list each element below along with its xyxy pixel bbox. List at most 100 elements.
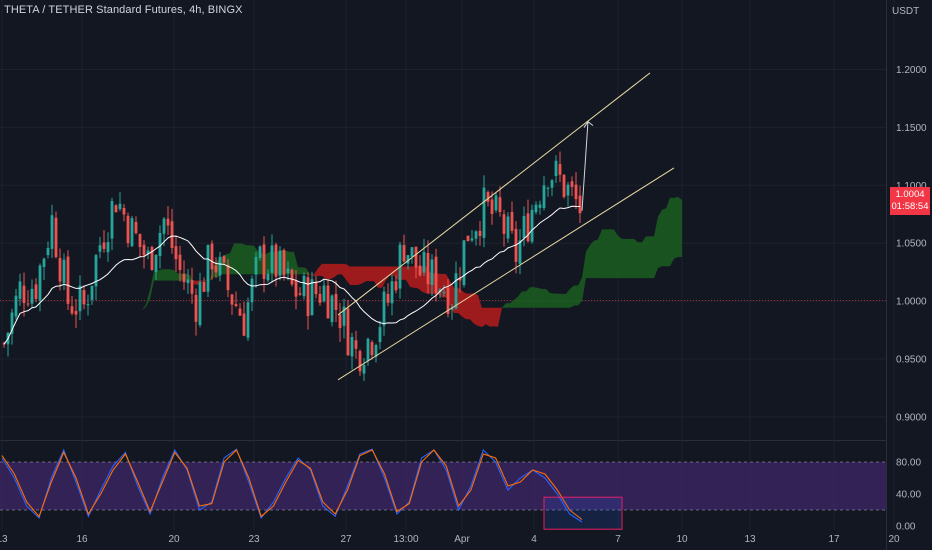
- candle-body: [62, 259, 66, 284]
- time-tick-label: 13: [0, 534, 8, 545]
- candle-body: [474, 231, 478, 239]
- currency-label: USDT: [892, 6, 920, 17]
- candle-body: [230, 294, 234, 305]
- cloud-segment: [234, 243, 238, 275]
- stoch-tick-label: 80.00: [896, 458, 921, 469]
- candle-body: [186, 279, 190, 284]
- cloud-segment: [630, 238, 634, 279]
- candle-body: [178, 254, 182, 271]
- candle-body: [310, 279, 314, 316]
- cloud-segment: [342, 263, 346, 280]
- candle-body: [134, 221, 138, 234]
- candle-body: [206, 245, 210, 292]
- cloud-segment: [422, 266, 426, 294]
- cloud-segment: [534, 287, 538, 308]
- cloud-segment: [322, 263, 326, 279]
- candle-body: [386, 293, 390, 303]
- candle-body: [358, 351, 362, 372]
- cloud-segment: [574, 285, 578, 306]
- candle-body: [198, 282, 202, 326]
- candle-body: [246, 302, 250, 338]
- stoch-band: [0, 462, 886, 510]
- candle-body: [546, 187, 550, 189]
- cloud-segment: [158, 269, 162, 281]
- cloud-segment: [678, 196, 682, 257]
- candle-body: [46, 248, 50, 256]
- candle-body: [338, 314, 342, 329]
- candle-body: [326, 285, 330, 319]
- candle-body: [210, 243, 214, 270]
- candle-body: [378, 327, 382, 343]
- cloud-segment: [598, 229, 602, 279]
- bar-countdown: 01:58:54: [891, 201, 929, 212]
- candle-body: [390, 281, 394, 304]
- ascending-channel[interactable]: [337, 72, 675, 381]
- candle-body: [434, 256, 438, 294]
- cloud-segment: [654, 216, 658, 279]
- axis-divider: [886, 0, 887, 550]
- candle-body: [50, 215, 54, 249]
- candle-body: [298, 293, 302, 295]
- cloud-segment: [402, 266, 406, 280]
- cloud-segment: [366, 266, 370, 282]
- candle-body: [234, 304, 238, 306]
- candle-body: [322, 285, 326, 302]
- cloud-segment: [170, 269, 174, 281]
- candle-body: [334, 293, 338, 310]
- cloud-segment: [582, 251, 586, 302]
- price-tick-label: 1.2000: [896, 65, 927, 76]
- cloud-segment: [622, 238, 626, 279]
- projection-arrow-head: [583, 120, 594, 128]
- cloud-segment: [138, 309, 142, 315]
- cloud-segment: [410, 266, 414, 288]
- symbol-title[interactable]: THETA / TETHER Standard Futures, 4h, BIN…: [4, 4, 243, 16]
- candle-body: [166, 218, 170, 226]
- candle-body: [270, 245, 274, 273]
- candle-body: [574, 184, 578, 200]
- cloud-segment: [498, 307, 502, 327]
- cloud-segment: [174, 270, 178, 281]
- cloud-segment: [266, 251, 270, 275]
- time-tick-label: 13: [744, 534, 756, 545]
- candle-body: [82, 290, 86, 305]
- candle-body: [370, 342, 374, 356]
- time-tick-label: 20: [168, 534, 180, 545]
- candle-body: [526, 213, 530, 242]
- cloud-segment: [142, 304, 146, 310]
- cloud-segment: [666, 197, 670, 267]
- price-axis[interactable]: 1.2000 1.1500 1.1000 1.0500 1.0000 0.9500 0.90…: [896, 65, 927, 533]
- cloud-segment: [346, 264, 350, 286]
- stochastic-panel: [0, 448, 886, 530]
- cloud-segment: [354, 266, 358, 286]
- cloud-segment: [378, 266, 382, 288]
- candle-body: [458, 277, 462, 281]
- cloud-segment: [474, 293, 478, 326]
- projection-arrow-shaft: [581, 121, 589, 211]
- candle-body: [522, 216, 526, 239]
- cloud-segment: [250, 245, 254, 275]
- cloud-segment: [586, 245, 590, 279]
- candle-body: [430, 259, 434, 285]
- cloud-segment: [358, 266, 362, 285]
- candle-body: [342, 306, 346, 326]
- candle-body: [354, 340, 358, 349]
- candle-body: [170, 221, 174, 248]
- cloud-segment: [490, 307, 494, 327]
- candle-body: [26, 303, 30, 305]
- cloud-segment: [670, 197, 674, 267]
- candle-body: [570, 181, 574, 187]
- candle-body: [142, 244, 146, 256]
- price-tick-label: 1.0500: [896, 239, 927, 250]
- cloud-segment: [578, 277, 582, 306]
- candle-body: [70, 306, 74, 314]
- candle-body: [410, 247, 414, 257]
- candlestick-series[interactable]: [2, 151, 582, 382]
- time-axis[interactable]: 13 16 20 23 27 13:00 Apr 4 7 10 13 17 20: [0, 534, 900, 545]
- candle-body: [374, 345, 378, 357]
- cloud-segment: [318, 263, 322, 276]
- candle-body: [194, 294, 198, 322]
- candle-body: [422, 251, 426, 273]
- cloud-segment: [542, 288, 546, 308]
- candle-body: [98, 245, 102, 252]
